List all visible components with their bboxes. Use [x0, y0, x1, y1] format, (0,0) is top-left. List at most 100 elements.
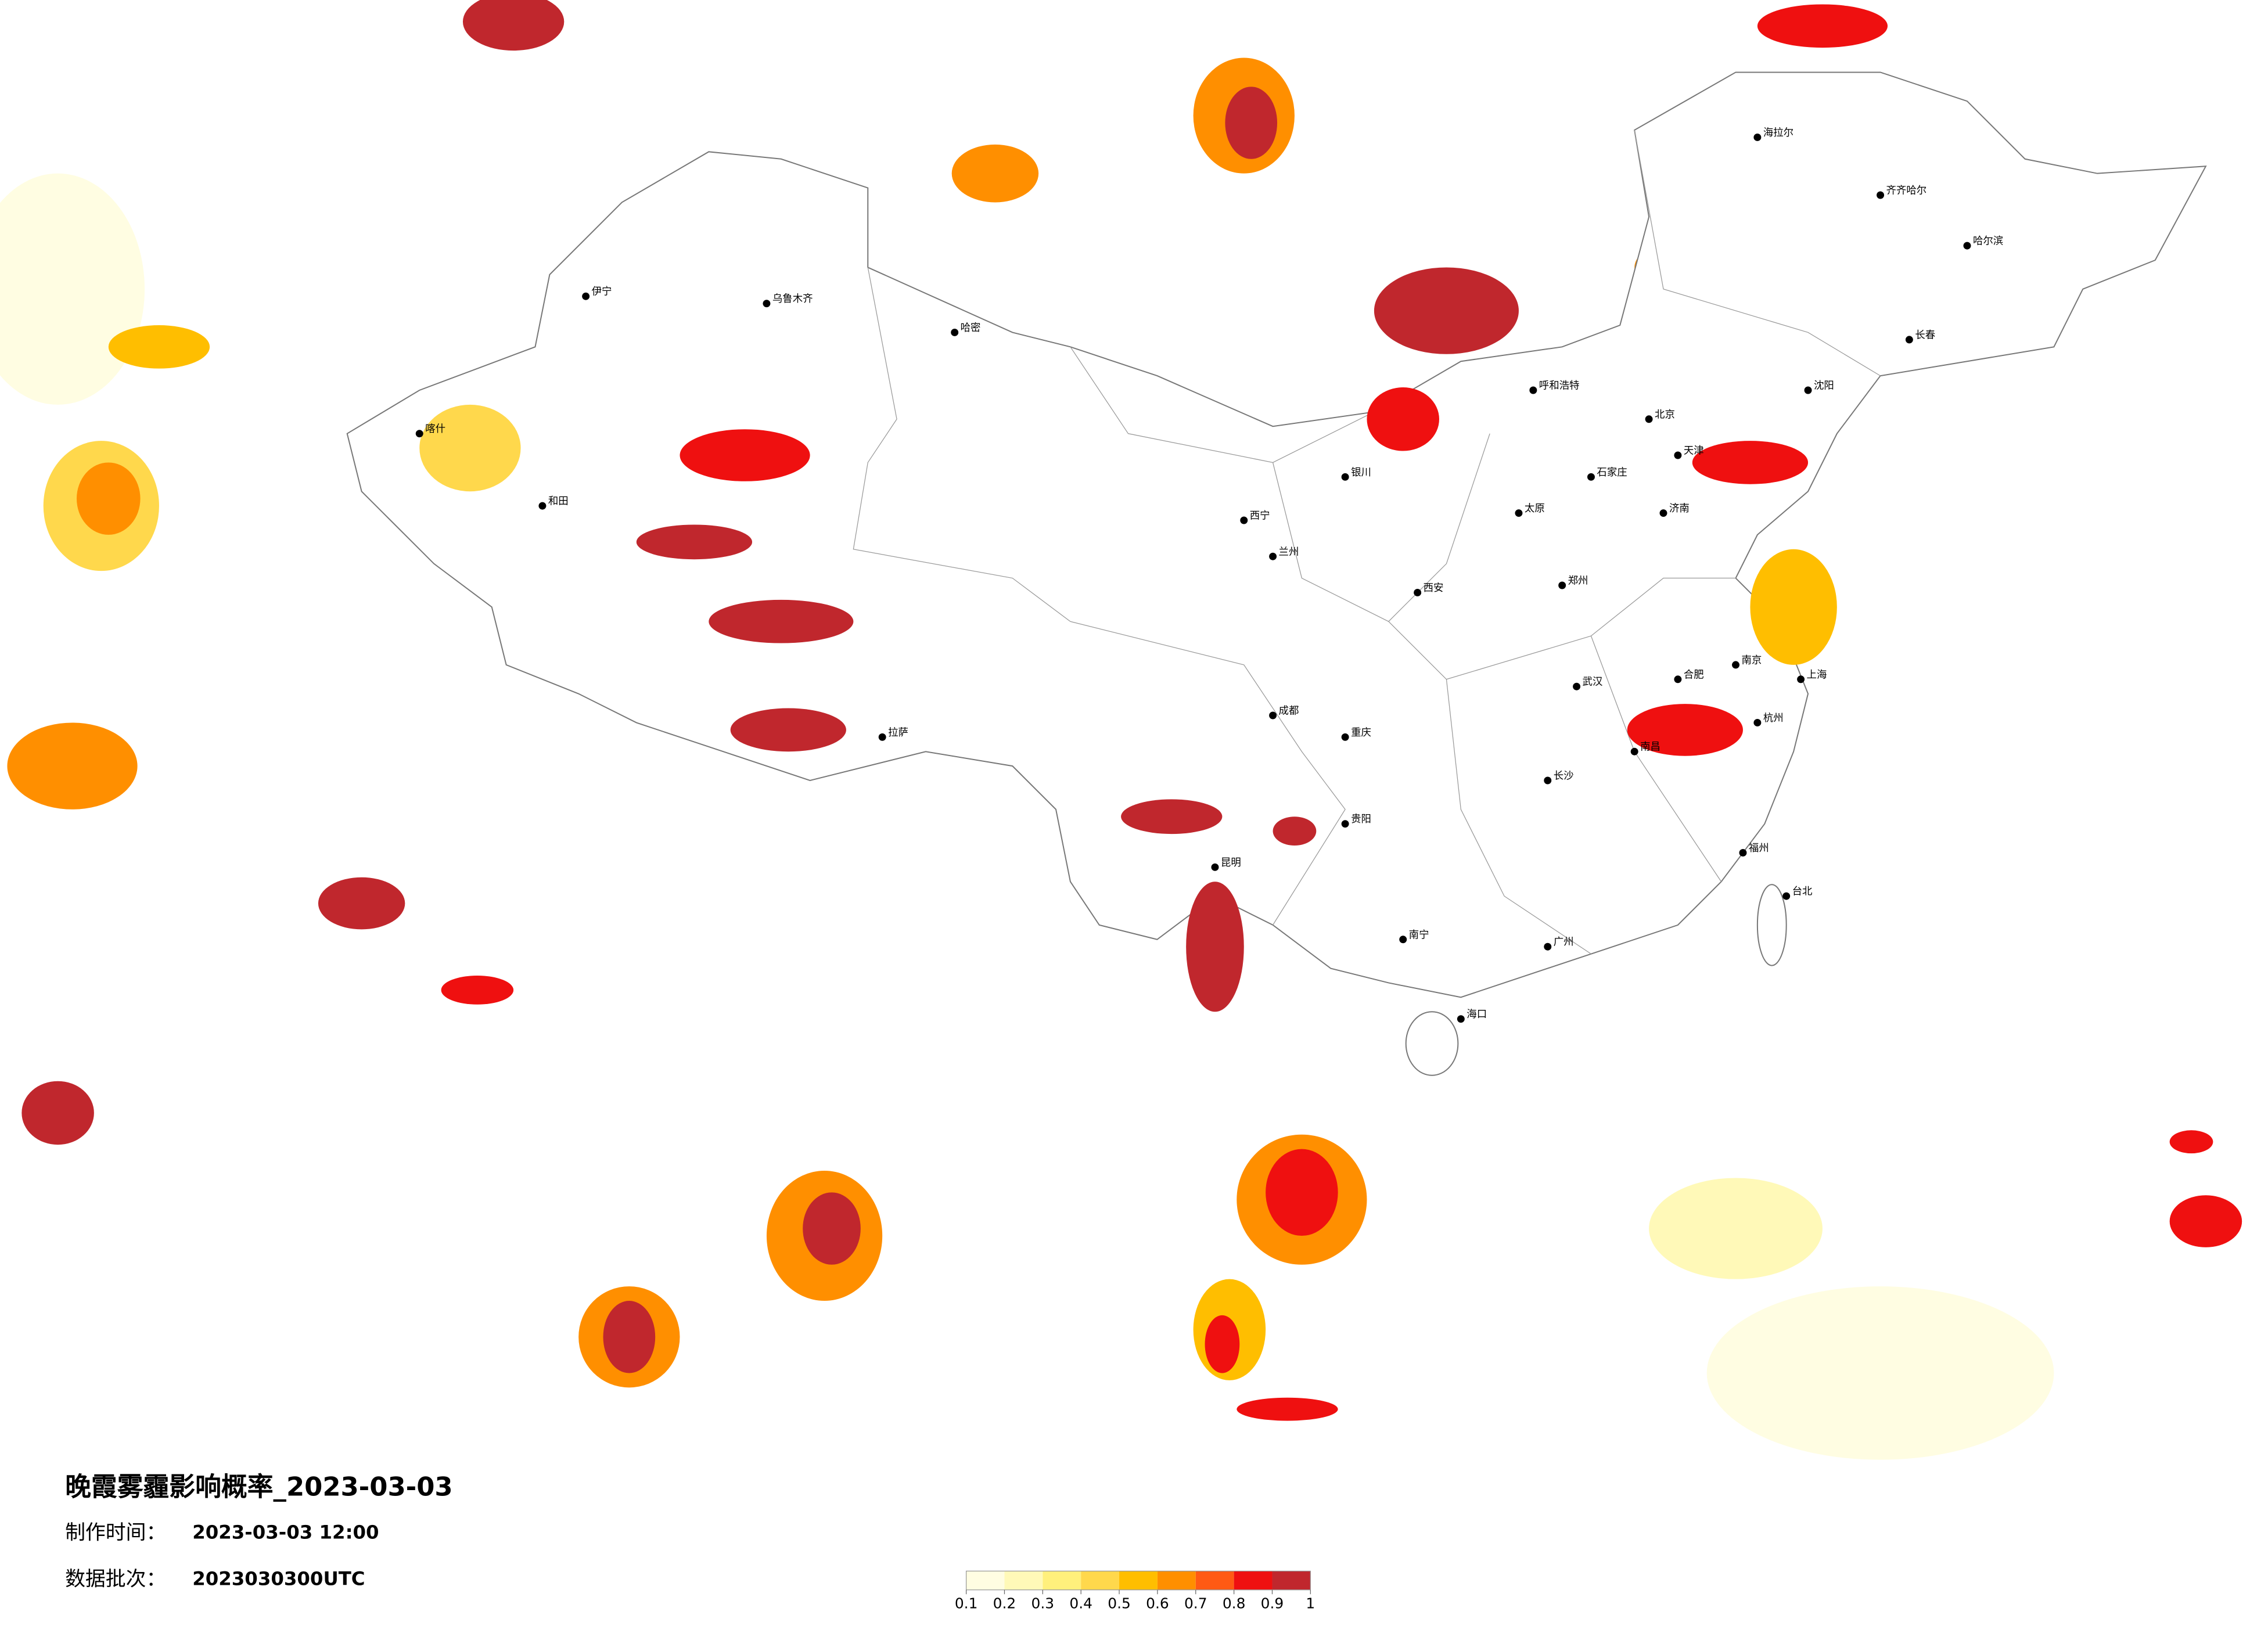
city-label: 齐齐哈尔 [1886, 185, 1927, 197]
haze [21, 1081, 94, 1145]
city-dot [1414, 588, 1422, 596]
city-dot [1457, 1015, 1465, 1023]
city-dot [1739, 848, 1747, 857]
haze [1706, 1286, 2054, 1460]
haze [709, 599, 854, 643]
city-dot [951, 328, 959, 336]
city-label: 重庆 [1351, 727, 1371, 739]
made-value: 2023-03-03 12:00 [192, 1521, 379, 1544]
colorbar-segment [1195, 1571, 1234, 1590]
city-label: 武汉 [1583, 677, 1603, 688]
haze [603, 1301, 656, 1373]
city-label: 天津 [1684, 445, 1704, 457]
haze [803, 1192, 861, 1265]
city-dot [1269, 711, 1277, 720]
city-dot [1544, 776, 1552, 785]
city-dot [1558, 581, 1566, 589]
city-label: 和田 [548, 496, 569, 508]
haze [1186, 882, 1244, 1012]
province-line [1634, 129, 1881, 376]
city-dot [763, 300, 771, 308]
city-dot [1877, 191, 1885, 199]
city-label: 西安 [1424, 582, 1444, 594]
haze [0, 173, 145, 405]
made-label: 制作时间： [65, 1521, 166, 1545]
city-label: 广州 [1554, 937, 1574, 948]
hainan [1405, 1011, 1459, 1076]
batch-label: 数据批次： [65, 1567, 166, 1591]
haze [1225, 87, 1278, 159]
colorbar-tick-label: 1 [1306, 1595, 1315, 1612]
haze [680, 429, 810, 481]
city-dot [1544, 942, 1552, 951]
city-dot [1753, 718, 1762, 726]
haze [108, 325, 210, 369]
city-label: 成都 [1279, 706, 1299, 717]
haze [7, 722, 138, 810]
title: 晚霞雾霾影响概率_2023-03-03 [65, 1472, 453, 1502]
city-label: 福州 [1749, 843, 1769, 854]
colorbar-segment [1119, 1571, 1158, 1590]
city-dot [1573, 682, 1581, 690]
city-dot [1804, 386, 1812, 394]
city-dot [1630, 747, 1638, 756]
city-label: 乌鲁木齐 [772, 293, 813, 305]
colorbar-tick-label: 0.8 [1223, 1595, 1246, 1612]
colorbar-frame [965, 1570, 1311, 1591]
batch-value: 2023030300UTC [192, 1567, 365, 1589]
haze [730, 708, 846, 752]
city-dot [1211, 863, 1219, 871]
city-label: 长沙 [1554, 771, 1574, 782]
province-lines [853, 129, 1881, 955]
city-dot [1515, 509, 1523, 517]
city-dot [1645, 415, 1653, 423]
city-label: 拉萨 [888, 727, 908, 739]
colorbar-tick-label: 0.4 [1069, 1595, 1092, 1612]
city-label: 哈密 [961, 322, 981, 334]
haze-sea [578, 1130, 2242, 1460]
city-label: 石家庄 [1597, 467, 1627, 479]
city-label: 北京 [1655, 409, 1675, 420]
colorbar-segment [1234, 1571, 1273, 1590]
city-dot [1659, 509, 1667, 517]
haze [951, 144, 1039, 203]
city-dot [878, 733, 886, 741]
haze [1649, 1178, 1823, 1279]
city-label: 台北 [1792, 886, 1813, 898]
haze [1757, 4, 1888, 48]
city-label: 合肥 [1684, 669, 1704, 681]
city-label: 南昌 [1640, 742, 1660, 753]
haze [1367, 387, 1439, 451]
city-label: 长春 [1915, 329, 1935, 341]
haze [1750, 549, 1837, 665]
city-label: 沈阳 [1814, 380, 1834, 392]
city-label: 杭州 [1763, 713, 1784, 724]
colorbar-tick-label: 0.5 [1108, 1595, 1131, 1612]
city-label: 伊宁 [592, 286, 612, 298]
city-dot [1963, 242, 1971, 250]
province-line [1070, 346, 1375, 463]
city-dot [582, 292, 590, 300]
city-label: 兰州 [1279, 546, 1299, 558]
colorbar-tick-label: 0.9 [1261, 1595, 1284, 1612]
taiwan [1756, 884, 1787, 966]
city-label: 济南 [1669, 503, 1690, 515]
city-label: 南京 [1741, 654, 1762, 666]
city-dot [1240, 516, 1248, 524]
haze-land [419, 267, 1837, 1012]
city-label: 海拉尔 [1763, 127, 1793, 139]
colorbar-tick-label: 0.2 [993, 1595, 1016, 1612]
city-dot [415, 430, 423, 438]
city-label: 昆明 [1221, 857, 1241, 869]
city-dot [1341, 473, 1349, 481]
colorbar-segment [1043, 1571, 1081, 1590]
colorbar: 0.1 0.2 0.3 0.4 0.5 0.6 0.7 0.8 0.9 1 [955, 1570, 1315, 1612]
haze [441, 976, 514, 1005]
city-dot [1753, 133, 1762, 141]
haze [1205, 1315, 1240, 1373]
china-outline [346, 71, 2207, 998]
haze [419, 404, 521, 492]
city-label: 喀什 [425, 423, 445, 435]
